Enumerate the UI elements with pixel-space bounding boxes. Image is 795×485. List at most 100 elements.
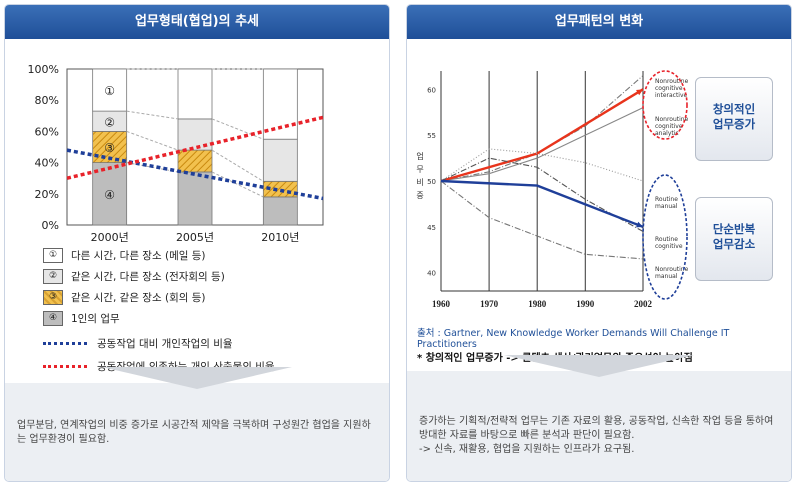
left-footer-text: 업무분담, 연계작업의 비중 증가로 시공간적 제약을 극복하며 구성원간 협업… [17,420,371,445]
y-axis-label-char: 무 [416,165,423,174]
y-tick-label: 55 [427,132,436,140]
bar-legend-item: ④ 1인의 업무 [43,311,120,327]
legend-swatch: ③ [43,290,63,305]
bar-legend-item: ③ 같은 시간, 같은 장소 (회의 등) [43,290,205,306]
series-label-word: interactive [655,92,688,99]
segment-mark: ④ [104,188,115,202]
y-tick-label: 40% [35,157,59,170]
segment-connector [211,171,264,198]
y-tick-label: 60 [427,86,436,94]
right-footer: 증가하는 기획적/전략적 업무는 기존 자료의 활용, 공동작업, 신속한 작업… [407,355,791,481]
series-label: Nonroutine manual [655,266,689,280]
highlight-ellipse-blue [642,174,688,300]
y-tick-label: 0% [42,219,59,232]
series-line [440,180,644,260]
y-tick-label: 50 [427,178,436,186]
x-tick-label: 1960 [432,299,451,309]
creative-work-line1: 창의적인 [712,102,756,116]
series-line [440,179,644,228]
series-label-word: cognitive [655,243,683,250]
bar-segment [177,68,213,120]
series-line [440,157,644,232]
series-label-word: manual [655,273,678,280]
x-tick-label: 1970 [480,299,499,309]
line-legend-blue: 공동작업 대비 개인작업의 비율 [43,336,233,352]
legend-swatch: ④ [43,311,63,326]
legend-label: 같은 시간, 다른 장소 (전자회의 등) [71,271,225,283]
right-footer-text: 증가하는 기획적/전략적 업무는 기존 자료의 활용, 공동작업, 신속한 작업… [419,415,779,457]
series-label-word: Nonroutine [655,78,689,85]
segment-connector [126,110,179,120]
bar-segment [177,149,213,173]
right-panel-title: 업무패턴의 변화 [407,5,791,39]
segment-mark: ③ [104,141,115,155]
bar-legend-item: ① 다른 시간, 다른 장소 (메일 등) [43,248,205,264]
x-tick-label: 2002 [634,299,653,309]
bar-legend-item: ② 같은 시간, 다른 장소 (전자회의 등) [43,269,225,285]
x-tick-label: 1980 [528,299,547,309]
series-label-word: Routine [655,196,678,203]
y-tick-label: 20% [35,188,59,201]
segment-connector [126,130,179,151]
left-panel: 업무형태(협업)의 추세 0% 20% 40% 60% 80% 100% 2000년 2005… [4,4,390,482]
legend-label: 1인의 업무 [71,313,120,325]
y-tick-label: 40 [427,270,436,278]
series-label: Nonroutine cognitive interactive [655,78,689,99]
legend-swatch: ① [43,248,63,263]
series-label-word: Nonroutine [655,116,689,123]
series-label-word: cognitive [655,85,683,92]
blue-dotted-line-icon [43,342,87,345]
y-tick-label: 100% [28,63,59,76]
legend-swatch: ② [43,269,63,284]
y-tick-label: 80% [35,94,59,107]
segment-mark: ② [104,115,115,129]
x-tick-label: 2010년 [261,231,299,244]
highlight-ellipse-red [642,70,688,140]
y-axis-label-char: 비 [416,178,423,187]
source-text: 출처 : Gartner, New Knowledge Worker Deman… [417,328,730,350]
segment-connector [211,118,264,140]
routine-work-line2: 업무감소 [712,237,756,251]
series-label-word: Nonroutine [655,266,689,273]
x-tick-label: 1990 [576,299,595,309]
down-arrow-icon [102,367,292,389]
x-tick-label: 2005년 [176,231,214,244]
right-footer-line-3: -> 신속, 재활용, 협업을 지원하는 인프라가 요구됨. [419,444,635,455]
segment-connector [211,149,264,182]
y-axis-label-char: 업 [416,152,423,161]
arrowhead-icon [636,221,643,228]
bar-segment [262,138,298,182]
bar-segment [177,171,213,226]
bar-segment [262,196,298,226]
series-label-word: cognitive [655,123,683,130]
series-label-word: analytic [655,130,679,137]
segment-mark: ① [104,84,115,98]
series-label-word: Routine [655,236,678,243]
creative-work-box: 창의적인 업무증가 [695,77,773,161]
red-dotted-line-icon [43,365,87,368]
y-tick-label: 60% [35,125,59,138]
bar-segment [92,162,128,226]
series-line [440,88,644,183]
right-footer-line-1: 증가하는 기획적/전략적 업무는 기존 자료의 활용, 공동작업, 신속한 작업… [419,416,774,427]
trend-line [66,148,324,201]
stacked-bar-chart: 0% 20% 40% 60% 80% 100% 2000년 2005년 2010년 ④ ③ ② ① [28,63,324,244]
routine-work-box: 단순반복 업무감소 [695,197,773,281]
trend-line [66,115,324,180]
routine-work-line1: 단순반복 [712,222,756,236]
series-line [440,107,644,182]
series-label: Nonroutine cognitive analytic [655,116,689,137]
bar-segment [92,68,128,112]
right-panel: 업무패턴의 변화 1960 1970 1980 1990 2002 40 45 50 55 60 업… [406,4,792,482]
left-panel-title: 업무형태(협업)의 추세 [5,5,389,39]
x-tick-label: 2000년 [91,231,129,244]
left-footer: 업무분담, 연계작업의 비중 증가로 시공간적 제약을 극복하며 구성원간 협업… [5,367,389,481]
series-label: Routine manual [655,196,678,210]
line-legend-blue-label: 공동작업 대비 개인작업의 비율 [97,338,233,350]
down-arrow-icon [504,355,694,377]
series-label: Routine cognitive [655,236,683,250]
creative-work-line2: 업무증가 [712,117,756,131]
y-axis-label-char: 중 [416,191,423,200]
series-label-word: manual [655,203,678,210]
